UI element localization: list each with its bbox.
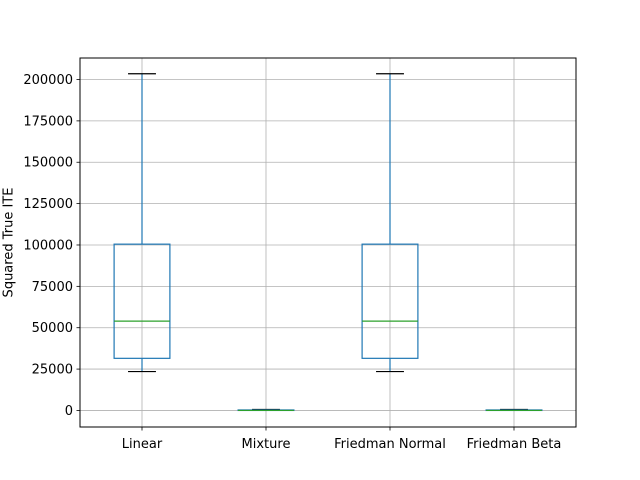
y-tick-label: 25000 [32,363,73,378]
box-friedman-normal [361,73,419,373]
iqr-box [361,243,419,359]
box-friedman-beta [485,408,543,412]
y-tick-label: 175000 [23,114,73,129]
x-tick-label: Friedman Normal [334,437,446,452]
x-tick-label: Friedman Beta [467,437,562,452]
x-tick-label: Mixture [242,437,291,452]
y-tick-label: 50000 [32,321,73,336]
iqr-box [113,243,171,359]
x-axis: Linear Mixture Friedman Normal Friedman Bet… [122,427,562,452]
y-axis-label: Squared True ITE [2,188,17,298]
y-axis: 0 25000 50000 75000 100000 125000 150000 175000… [23,73,80,419]
box-mixture [237,408,295,412]
y-tick-label: 0 [65,404,73,419]
y-tick-label: 100000 [23,238,73,253]
y-tick-label: 125000 [23,197,73,212]
y-tick-label: 200000 [23,73,73,88]
box-series [113,73,543,412]
x-tick-label: Linear [122,437,163,452]
y-tick-label: 150000 [23,156,73,171]
plot-frame [79,57,577,428]
box-linear [113,73,171,373]
y-tick-label: 75000 [32,280,73,295]
